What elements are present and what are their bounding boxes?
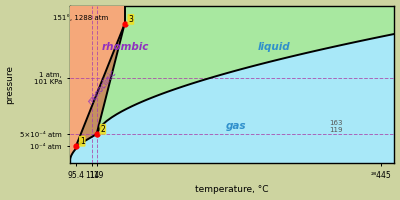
Y-axis label: pressure: pressure <box>6 65 14 104</box>
Polygon shape <box>70 6 124 163</box>
Text: 3: 3 <box>128 15 133 24</box>
X-axis label: temperature, °C: temperature, °C <box>195 185 269 194</box>
Polygon shape <box>76 24 124 146</box>
Text: 1: 1 <box>80 137 85 146</box>
Text: 2: 2 <box>100 125 105 134</box>
Polygon shape <box>70 34 394 163</box>
Text: rhombic: rhombic <box>102 42 149 52</box>
Polygon shape <box>96 6 394 163</box>
Text: liquid: liquid <box>258 42 290 52</box>
Text: 119: 119 <box>330 127 343 133</box>
Text: 151°, 1288 atm: 151°, 1288 atm <box>53 14 108 21</box>
Text: 163: 163 <box>330 120 343 126</box>
Text: monoclinic: monoclinic <box>86 69 118 107</box>
Text: gas: gas <box>226 121 246 131</box>
